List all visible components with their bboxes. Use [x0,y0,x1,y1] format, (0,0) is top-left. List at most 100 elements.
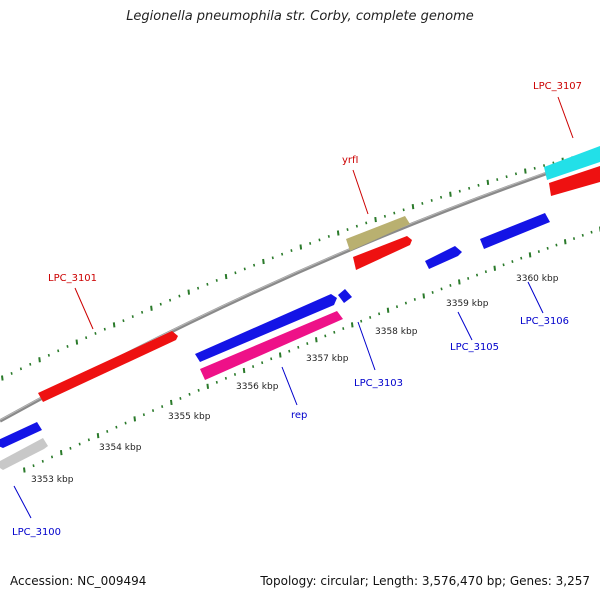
gene-label-yrfi[interactable]: yrfI [342,155,359,166]
gene-label-lpc-3106[interactable]: LPC_3106 [520,316,569,327]
inner-tick [378,312,381,316]
outer-tick [468,186,471,190]
feature-rep[interactable] [200,311,343,380]
outer-tick [421,202,424,205]
inner-tick [458,279,461,285]
feature-lpc-3105[interactable] [425,246,462,269]
outer-tick [327,235,330,238]
outer-tick [402,208,405,212]
feature-yrfi[interactable] [346,216,410,251]
feature-lpc-3106[interactable] [480,213,550,249]
inner-tick [431,290,434,294]
inner-tick [32,464,35,468]
outer-tick [458,189,461,193]
feature-lpc-3108-red[interactable] [549,166,600,196]
scale-label-3353: 3353 kbp [31,475,74,485]
outer-tick [477,183,480,187]
inner-tick [537,250,540,253]
inner-tick [449,283,452,287]
inner-tick [386,307,390,313]
inner-tick [161,405,164,408]
outer-tick [524,168,527,174]
outer-tick [336,230,340,236]
outer-tick [94,331,97,335]
inner-tick [520,256,523,260]
inner-tick [484,270,487,274]
feature-lpc-3100-blue[interactable] [0,422,42,448]
outer-tick [187,289,191,295]
inner-tick [270,357,273,361]
outer-tick [411,204,415,210]
gene-label-lpc-3103[interactable]: LPC_3103 [354,378,403,389]
outer-tick [29,362,32,366]
feature-lpc-3101[interactable] [38,331,178,402]
outer-tick [103,327,106,331]
outer-tick [281,252,284,256]
outer-tick [141,310,144,314]
inner-tick [350,322,354,328]
inner-tick [142,413,145,417]
outer-tick [486,179,490,186]
inner-tick [413,298,416,301]
outer-tick [365,221,368,225]
outer-tick [514,172,518,176]
inner-tick [581,233,584,237]
outer-tick [47,353,50,357]
gene-label-lpc-3107[interactable]: LPC_3107 [533,81,582,92]
inner-tick [170,399,173,406]
outer-tick [533,166,536,170]
label-leader-lines [13,96,574,519]
feature-lpc-3107-cyan[interactable] [544,146,600,180]
inner-tick [342,327,345,330]
outer-tick [430,198,433,202]
gene-label-rep[interactable]: rep [291,410,307,421]
outer-tick [178,294,181,298]
outer-tick [215,278,218,282]
inner-tick [369,316,372,319]
outer-tick [38,357,41,363]
scale-label-3357: 3357 kbp [306,354,349,364]
inner-tick [188,392,191,396]
gene-label-lpc-3100[interactable]: LPC_3100 [12,527,61,538]
outer-tick [299,244,303,250]
inner-tick [242,367,246,374]
outer-tick [75,339,79,345]
inner-tick [333,330,336,334]
outer-tick [374,216,377,223]
inner-tick [546,246,549,250]
inner-tick [297,345,300,349]
inner-tick [502,263,505,267]
inner-tick [440,287,443,291]
outer-tick-row [1,147,600,381]
outer-tick [439,195,443,199]
scale-label-3355: 3355 kbp [168,412,211,422]
gene-label-lpc-3105[interactable]: LPC_3105 [450,342,499,353]
outer-tick [505,175,508,179]
inner-tick [115,425,118,429]
outer-tick [318,238,321,242]
inner-tick [252,365,255,369]
inner-tick [422,293,426,299]
inner-tick [315,337,318,343]
gene-label-lpc-3101[interactable]: LPC_3101 [48,273,97,284]
outer-tick [85,336,88,340]
inner-tick [50,455,54,459]
outer-tick [271,256,274,260]
outer-tick [122,319,125,323]
feature-lpc-3102-blue[interactable] [195,294,337,362]
feature-lpc-3100-gray[interactable] [0,438,48,470]
feature-lpc-3103[interactable] [338,289,352,303]
inner-tick-row [23,226,600,473]
inner-tick [493,265,497,271]
inner-tick [87,438,90,442]
outer-tick [19,367,23,371]
inner-tick [179,396,182,400]
scale-label-3360: 3360 kbp [516,274,559,284]
genome-backbone [0,153,600,423]
inner-tick [151,409,155,413]
inner-tick [215,380,218,384]
inner-tick [572,237,576,240]
inner-tick [261,361,264,365]
inner-tick [563,239,567,245]
feature-lpc-3104[interactable] [353,236,412,270]
